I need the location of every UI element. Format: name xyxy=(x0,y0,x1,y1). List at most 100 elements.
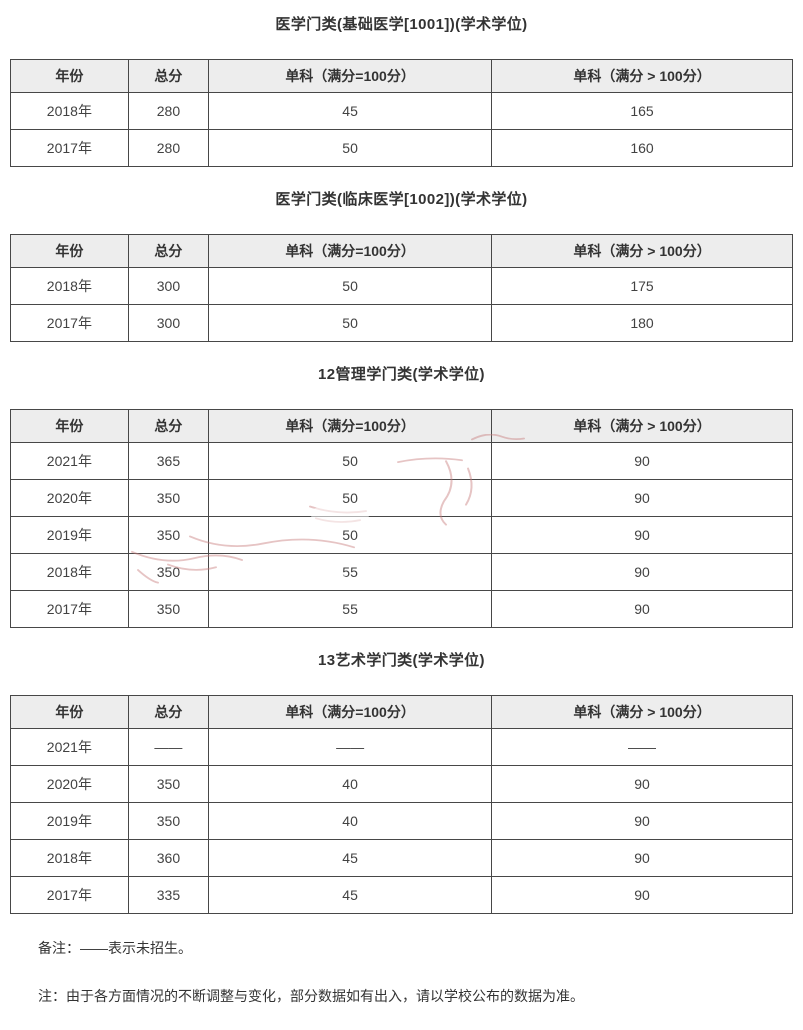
score-table-basic-medicine: 年份 总分 单科（满分=100分） 单科（满分 > 100分） 2018年 28… xyxy=(10,59,793,167)
total-score-cell: 365 xyxy=(127,442,210,480)
col-header-single-gt100: 单科（满分 > 100分） xyxy=(491,409,793,443)
table-row: 2019年 350 40 90 xyxy=(10,802,793,840)
year-cell: 2018年 xyxy=(10,839,129,877)
table-row: 2018年 360 45 90 xyxy=(10,839,793,877)
col-header-single-100: 单科（满分=100分） xyxy=(208,695,493,729)
total-score-cell: 350 xyxy=(127,553,210,591)
total-score-cell: 300 xyxy=(127,304,210,342)
table-row: 2020年 350 50 90 xyxy=(10,479,793,517)
table-row: 2019年 350 50 90 xyxy=(10,516,793,554)
single-gt100-cell: 165 xyxy=(491,92,793,130)
table-title-clinical-medicine: 医学门类(临床医学[1002])(学术学位) xyxy=(275,191,528,208)
col-header-total-score: 总分 xyxy=(127,409,210,443)
year-cell: 2018年 xyxy=(10,92,129,130)
table-header-row: 年份 总分 单科（满分=100分） 单科（满分 > 100分） xyxy=(10,695,793,729)
note-disclaimer: 注：由于各方面情况的不断调整与变化，部分数据如有出入，请以学校公布的数据为准。 xyxy=(38,988,584,1004)
single-gt100-cell: 90 xyxy=(491,553,793,591)
single-gt100-cell: 160 xyxy=(491,129,793,167)
col-header-single-100: 单科（满分=100分） xyxy=(208,59,493,93)
table-row: 2020年 350 40 90 xyxy=(10,765,793,803)
section-art: 13艺术学门类(学术学位) 年份 总分 单科（满分=100分） 单科（满分 > … xyxy=(10,649,793,914)
table-row: 2018年 350 55 90 xyxy=(10,553,793,591)
col-header-year: 年份 xyxy=(10,695,129,729)
year-cell: 2018年 xyxy=(10,553,129,591)
score-table-management: 年份 总分 单科（满分=100分） 单科（满分 > 100分） 2021年 36… xyxy=(10,409,793,628)
single-gt100-cell: —— xyxy=(491,728,793,766)
single-100-cell: 45 xyxy=(208,839,493,877)
col-header-single-100: 单科（满分=100分） xyxy=(208,409,493,443)
table-header-row: 年份 总分 单科（满分=100分） 单科（满分 > 100分） xyxy=(10,234,793,268)
single-100-cell: 45 xyxy=(208,876,493,914)
single-100-cell: 40 xyxy=(208,765,493,803)
single-100-cell: 50 xyxy=(208,516,493,554)
single-gt100-cell: 90 xyxy=(491,802,793,840)
col-header-single-gt100: 单科（满分 > 100分） xyxy=(491,234,793,268)
table-title-art: 13艺术学门类(学术学位) xyxy=(318,652,485,669)
single-gt100-cell: 90 xyxy=(491,876,793,914)
year-cell: 2017年 xyxy=(10,304,129,342)
table-row: 2017年 350 55 90 xyxy=(10,590,793,628)
single-100-cell: 50 xyxy=(208,442,493,480)
note-remark: 备注：——表示未招生。 xyxy=(38,940,192,956)
col-header-single-100: 单科（满分=100分） xyxy=(208,234,493,268)
col-header-total-score: 总分 xyxy=(127,695,210,729)
section-basic-medicine: 医学门类(基础医学[1001])(学术学位) 年份 总分 单科（满分=100分）… xyxy=(10,13,793,167)
single-gt100-cell: 90 xyxy=(491,765,793,803)
section-clinical-medicine: 医学门类(临床医学[1002])(学术学位) 年份 总分 单科（满分=100分）… xyxy=(10,188,793,342)
single-100-cell: 55 xyxy=(208,553,493,591)
single-100-cell: 45 xyxy=(208,92,493,130)
score-table-clinical-medicine: 年份 总分 单科（满分=100分） 单科（满分 > 100分） 2018年 30… xyxy=(10,234,793,342)
single-100-cell: 50 xyxy=(208,479,493,517)
year-cell: 2021年 xyxy=(10,442,129,480)
table-header-row: 年份 总分 单科（满分=100分） 单科（满分 > 100分） xyxy=(10,59,793,93)
single-100-cell: 50 xyxy=(208,129,493,167)
table-row: 2017年 300 50 180 xyxy=(10,304,793,342)
table-header-row: 年份 总分 单科（满分=100分） 单科（满分 > 100分） xyxy=(10,409,793,443)
single-100-cell: 50 xyxy=(208,267,493,305)
single-100-cell: —— xyxy=(208,728,493,766)
table-row: 2017年 280 50 160 xyxy=(10,129,793,167)
col-header-single-gt100: 单科（满分 > 100分） xyxy=(491,695,793,729)
table-title-management: 12管理学门类(学术学位) xyxy=(318,366,485,383)
col-header-total-score: 总分 xyxy=(127,234,210,268)
single-gt100-cell: 180 xyxy=(491,304,793,342)
single-gt100-cell: 175 xyxy=(491,267,793,305)
score-table-art: 年份 总分 单科（满分=100分） 单科（满分 > 100分） 2021年 ——… xyxy=(10,695,793,914)
total-score-cell: 350 xyxy=(127,590,210,628)
total-score-cell: 280 xyxy=(127,129,210,167)
single-100-cell: 40 xyxy=(208,802,493,840)
total-score-cell: —— xyxy=(127,728,210,766)
total-score-cell: 300 xyxy=(127,267,210,305)
col-header-year: 年份 xyxy=(10,409,129,443)
total-score-cell: 335 xyxy=(127,876,210,914)
management-table-wrap: 年份 总分 单科（满分=100分） 单科（满分 > 100分） 2021年 36… xyxy=(10,409,793,628)
year-cell: 2021年 xyxy=(10,728,129,766)
table-row: 2018年 300 50 175 xyxy=(10,267,793,305)
table-row: 2021年 365 50 90 xyxy=(10,442,793,480)
single-100-cell: 50 xyxy=(208,304,493,342)
total-score-cell: 350 xyxy=(127,765,210,803)
table-title-basic-medicine: 医学门类(基础医学[1001])(学术学位) xyxy=(275,16,528,33)
single-gt100-cell: 90 xyxy=(491,442,793,480)
year-cell: 2017年 xyxy=(10,876,129,914)
col-header-year: 年份 xyxy=(10,59,129,93)
col-header-total-score: 总分 xyxy=(127,59,210,93)
table-row: 2021年 —— —— —— xyxy=(10,728,793,766)
table-row: 2017年 335 45 90 xyxy=(10,876,793,914)
total-score-cell: 350 xyxy=(127,802,210,840)
single-gt100-cell: 90 xyxy=(491,516,793,554)
single-gt100-cell: 90 xyxy=(491,479,793,517)
total-score-cell: 350 xyxy=(127,479,210,517)
table-row: 2018年 280 45 165 xyxy=(10,92,793,130)
year-cell: 2020年 xyxy=(10,765,129,803)
total-score-cell: 350 xyxy=(127,516,210,554)
section-management: 12管理学门类(学术学位) 年份 总分 单科（满分=100分） 单科（满分 > … xyxy=(10,363,793,628)
total-score-cell: 280 xyxy=(127,92,210,130)
year-cell: 2018年 xyxy=(10,267,129,305)
total-score-cell: 360 xyxy=(127,839,210,877)
year-cell: 2017年 xyxy=(10,129,129,167)
year-cell: 2020年 xyxy=(10,479,129,517)
year-cell: 2019年 xyxy=(10,802,129,840)
year-cell: 2017年 xyxy=(10,590,129,628)
